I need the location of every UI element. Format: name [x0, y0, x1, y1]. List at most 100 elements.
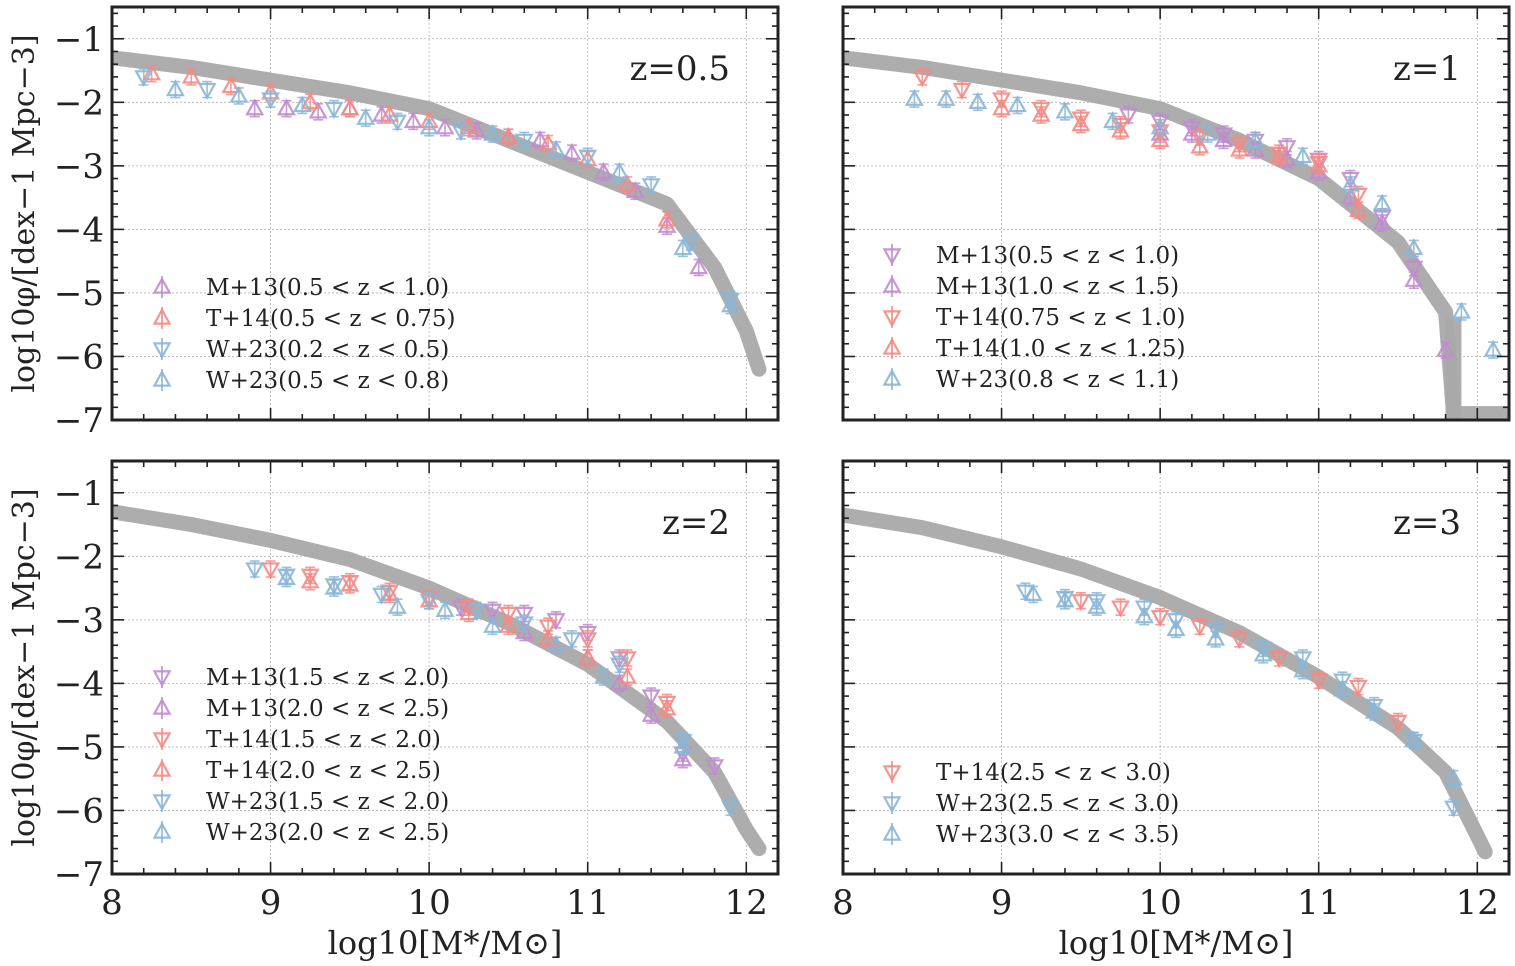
data-point [689, 257, 709, 275]
data-point [562, 632, 582, 650]
data-point [1269, 146, 1289, 164]
legend-item: M+13(0.5 < z < 1.0) [882, 243, 1179, 269]
data-point [459, 117, 479, 135]
data-point [483, 615, 503, 633]
data-point [387, 114, 407, 132]
legend-item: M+13(1.0 < z < 1.5) [882, 274, 1179, 300]
data-point [134, 70, 154, 88]
data-point [904, 88, 924, 106]
data-points [245, 560, 740, 818]
data-point [578, 647, 598, 665]
data-point [673, 736, 693, 754]
data-point [641, 704, 661, 722]
legend-label: M+13(1.0 < z < 1.5) [936, 274, 1179, 300]
data-point [1214, 130, 1234, 148]
data-point [1190, 619, 1210, 637]
data-point [1071, 594, 1091, 612]
series-3 [134, 68, 740, 310]
data-point [1364, 698, 1384, 716]
data-point [1444, 768, 1463, 786]
x-tick-label: 11 [1297, 883, 1340, 923]
data-point [372, 587, 392, 605]
legend-marker [152, 307, 172, 325]
data-point [641, 178, 661, 196]
data-point [387, 596, 407, 614]
x-tick-label: 12 [725, 883, 768, 923]
data-point [1150, 130, 1170, 148]
legend-marker [882, 765, 902, 783]
data-point [324, 101, 344, 119]
data-point [952, 82, 972, 100]
data-point [1150, 117, 1170, 135]
legend-item: M+13(2.0 < z < 2.5) [152, 696, 449, 722]
data-point [1348, 679, 1368, 697]
data-points [1015, 582, 1463, 818]
data-point [609, 161, 629, 179]
axes-frame [841, 5, 1511, 422]
data-point [1229, 136, 1249, 154]
data-point [1150, 609, 1170, 627]
legend-item: T+14(0.75 < z < 1.0) [882, 305, 1186, 331]
legend-label: W+23(3.0 < z < 3.5) [936, 822, 1179, 848]
legend-label: W+23(2.0 < z < 2.5) [206, 820, 449, 846]
series-3 [912, 68, 1368, 205]
data-point [1277, 149, 1297, 167]
data-points [134, 63, 740, 315]
data-point [1190, 136, 1210, 154]
data-point [1031, 104, 1051, 122]
legend-marker [152, 369, 172, 387]
legend-label: W+23(0.8 < z < 1.1) [936, 367, 1179, 393]
legend-label: W+23(0.2 < z < 0.5) [206, 337, 449, 363]
y-axis-label: log10φ/[dex−1 Mpc−3] [7, 34, 42, 392]
series-6 [276, 568, 693, 756]
legend: M+13(1.5 < z < 2.0) M+13(2.0 < z < 2.5) T+… [152, 665, 449, 846]
data-point [1309, 673, 1329, 691]
data-point [1111, 600, 1130, 618]
data-point [514, 133, 534, 151]
legend-marker [152, 732, 172, 750]
x-tick-label: 10 [1139, 883, 1182, 923]
legend-label: T+14(1.5 < z < 2.0) [206, 727, 441, 753]
series-5 [904, 88, 1503, 359]
data-point [1404, 730, 1424, 748]
grid [112, 461, 778, 874]
data-point [657, 209, 677, 227]
legend-label: M+13(0.5 < z < 1.0) [206, 275, 449, 301]
data-point [276, 568, 296, 586]
ticks [842, 461, 1510, 875]
data-point [459, 600, 479, 618]
legend-label: W+23(0.5 < z < 0.8) [206, 368, 449, 394]
data-point [673, 749, 693, 767]
data-point [292, 95, 312, 113]
data-point [419, 117, 439, 135]
legend-marker [152, 794, 172, 812]
grid [843, 7, 1509, 420]
data-point [1293, 146, 1313, 164]
data-point [1087, 596, 1107, 614]
y-tick-label: −5 [54, 728, 104, 768]
data-point [1206, 628, 1226, 646]
data-point [720, 800, 740, 818]
x-tick-label: 8 [832, 883, 854, 923]
data-point [538, 619, 558, 637]
ticks [111, 461, 779, 875]
y-axis-label: log10φ/[dex−1 Mpc−3] [7, 488, 42, 846]
data-point [1166, 619, 1186, 637]
data-point [992, 98, 1012, 116]
data-point [578, 149, 598, 167]
data-point [1055, 590, 1075, 608]
data-point [1348, 187, 1368, 205]
data-point [1031, 101, 1051, 119]
legend-label: M+13(1.5 < z < 2.0) [206, 665, 449, 691]
data-point [1055, 101, 1075, 119]
legend: M+13(0.5 < z < 1.0) T+14(0.5 < z < 0.75) W… [152, 275, 456, 394]
data-point [483, 123, 503, 141]
data-point [245, 98, 265, 116]
data-point [324, 577, 344, 595]
data-point [657, 695, 677, 713]
data-point [1111, 117, 1130, 135]
y-tick-label: −7 [54, 401, 104, 441]
ticks [111, 7, 779, 421]
data-point [1293, 660, 1313, 678]
y-tick-label: −5 [54, 274, 104, 314]
